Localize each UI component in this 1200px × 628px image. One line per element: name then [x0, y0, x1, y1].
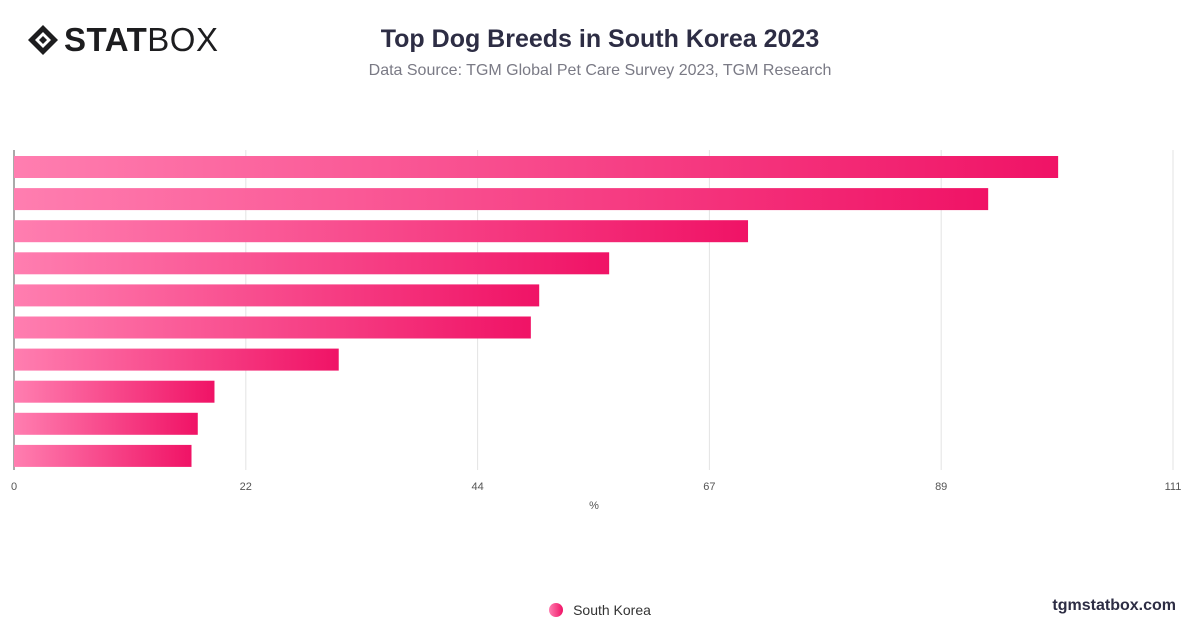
logo-text-bold: STAT [64, 21, 148, 58]
bar[interactable] [14, 348, 339, 371]
watermark: tgmstatbox.com [1052, 597, 1176, 614]
bar[interactable] [14, 188, 989, 211]
x-tick-label: 67 [703, 481, 715, 493]
x-tick-label: 89 [935, 481, 947, 493]
x-axis-label: % [589, 500, 599, 512]
bar[interactable] [14, 156, 1059, 178]
chart-legend[interactable]: South Korea [0, 602, 1200, 618]
bar[interactable] [14, 316, 531, 339]
legend-marker [549, 603, 564, 617]
bar[interactable] [14, 220, 749, 243]
bar[interactable] [14, 444, 192, 467]
statbox-diamond-icon [28, 25, 58, 55]
x-tick-label: 44 [471, 481, 483, 493]
x-tick-label: 22 [240, 481, 252, 493]
legend-label-south-korea: South Korea [573, 602, 651, 618]
bar[interactable] [14, 284, 540, 307]
logo-text-light: BOX [147, 21, 219, 58]
statbox-logo: STATBOX [26, 22, 218, 58]
chart-title: Top Dog Breeds in South Korea 2023 [380, 25, 820, 53]
chart-subtitle: Data Source: TGM Global Pet Care Survey … [368, 62, 832, 79]
x-tick-label: 111 [1165, 481, 1182, 493]
bar[interactable] [14, 380, 215, 403]
bar[interactable] [14, 252, 610, 275]
x-tick-label: 0 [11, 481, 17, 493]
bar[interactable] [14, 412, 198, 435]
